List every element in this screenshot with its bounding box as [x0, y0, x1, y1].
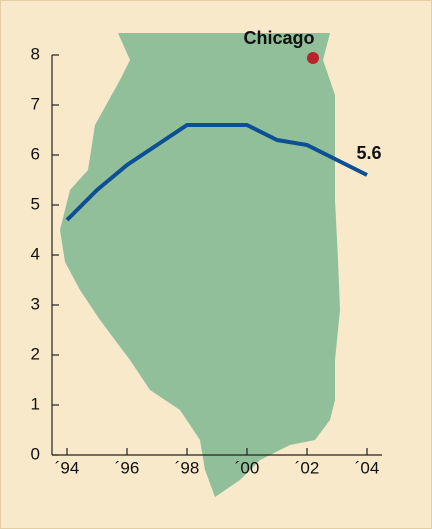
y-tick-label: 6 [31, 144, 40, 163]
x-tick-label: ´02 [295, 458, 320, 477]
x-tick-label: ´94 [55, 458, 80, 477]
x-tick-label: ´04 [355, 458, 380, 477]
chicago-dot [307, 52, 319, 64]
line [65, 123, 368, 222]
illinois-map [60, 33, 340, 497]
x-tick-label: ´96 [115, 458, 140, 477]
x-tick-label: ´98 [175, 458, 200, 477]
value-label: 5.6 [356, 143, 381, 163]
y-tick-label: 2 [31, 344, 40, 363]
x-tick-label: ´00 [235, 458, 260, 477]
y-tick-label: 1 [31, 394, 40, 413]
y-tick-label: 8 [31, 44, 40, 63]
y-tick-label: 3 [31, 294, 40, 313]
y-tick-label: 4 [31, 244, 40, 263]
y-tick-label: 5 [31, 194, 40, 213]
y-tick-label: 0 [31, 444, 40, 463]
y-tick-label: 7 [31, 94, 40, 113]
annotation: Chicago [243, 28, 314, 48]
